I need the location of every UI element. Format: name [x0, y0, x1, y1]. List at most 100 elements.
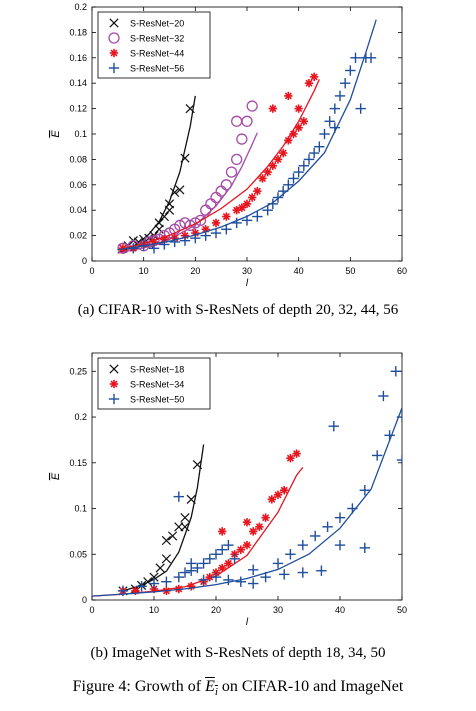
- a-legend-marker-3: [108, 62, 120, 74]
- a-ytick-label: 0.18: [69, 27, 87, 37]
- a-point-3: [169, 236, 180, 248]
- a-point-2: [289, 129, 298, 139]
- b-point-2: [260, 571, 271, 583]
- a-point-3: [308, 147, 320, 159]
- a-point-3: [252, 211, 263, 222]
- a-point-3: [314, 141, 325, 152]
- a-ytick-label: 0.04: [69, 205, 87, 215]
- a-point-3: [345, 65, 356, 76]
- b-point-2: [223, 539, 234, 551]
- a-point-3: [159, 239, 170, 250]
- a-ylabel: E: [50, 130, 62, 138]
- b-point-2: [198, 558, 209, 569]
- a-point-1: [189, 217, 201, 229]
- figure-caption-symbol-letter: E: [205, 678, 215, 695]
- b-point-1: [249, 527, 258, 536]
- a-point-3: [350, 52, 361, 63]
- a-ytick-label: 0.14: [69, 78, 87, 88]
- a-fit-curve-3: [117, 19, 377, 251]
- b-ytick-label: 0.25: [69, 366, 87, 376]
- figure-caption: Figure 4: Growth of Ei on CIFAR-10 and I…: [0, 678, 476, 698]
- caption-b: (b) ImageNet with S-ResNets of depth 18,…: [90, 645, 386, 661]
- a-point-1: [220, 179, 232, 191]
- b-legend-marker-0: [109, 364, 119, 374]
- a-point-3: [355, 103, 366, 114]
- b-point-2: [117, 585, 129, 597]
- a-point-2: [268, 104, 278, 113]
- a-point-2: [294, 123, 303, 132]
- b-point-0: [149, 572, 159, 582]
- a-point-3: [329, 122, 341, 133]
- b-point-1: [218, 563, 227, 573]
- b-point-0: [161, 535, 172, 546]
- b-point-2: [179, 567, 191, 578]
- b-point-2: [173, 491, 184, 502]
- a-point-3: [298, 160, 310, 171]
- b-point-1: [292, 449, 301, 458]
- b-point-2: [248, 564, 259, 576]
- b-point-1: [218, 527, 227, 536]
- a-point-3: [231, 217, 242, 229]
- b-ylabel: E: [50, 472, 62, 480]
- a-legend-marker-0: [109, 18, 119, 28]
- figure-caption-suffix: on CIFAR-10 and ImageNet: [217, 678, 404, 695]
- b-point-0: [143, 577, 153, 587]
- b-point-2: [359, 542, 370, 554]
- b-fit-curve-0: [122, 444, 205, 592]
- b-point-2: [297, 567, 308, 578]
- a-point-3: [128, 243, 139, 254]
- b-point-2: [310, 530, 321, 542]
- a-legend-box: [97, 11, 211, 79]
- b-xtick-label: 0: [89, 605, 94, 615]
- a-point-2: [284, 136, 293, 145]
- b-legend-marker-2: [108, 393, 120, 405]
- b-point-2: [173, 571, 184, 583]
- b-point-2: [390, 366, 401, 377]
- a-point-3: [334, 90, 346, 102]
- a-point-2: [294, 104, 303, 113]
- b-xtick-label: 20: [211, 605, 221, 615]
- a-fit-curve-2: [117, 79, 320, 251]
- b-point-1: [280, 486, 289, 495]
- b-point-2: [372, 450, 383, 461]
- b-point-1: [286, 454, 295, 463]
- a-point-2: [284, 91, 293, 101]
- a-point-3: [148, 243, 160, 254]
- b-point-2: [328, 420, 339, 432]
- b-point-2: [316, 565, 327, 576]
- a-point-3: [221, 224, 232, 235]
- b-legend-marker-1: [109, 379, 119, 389]
- b-point-0: [155, 563, 165, 573]
- a-point-3: [210, 227, 222, 239]
- b-point-2: [297, 539, 308, 551]
- a-point-1: [225, 166, 238, 178]
- a-point-3: [277, 185, 289, 197]
- b-point-1: [242, 540, 252, 550]
- a-ytick-label: 0.1: [74, 129, 87, 139]
- a-point-3: [293, 166, 304, 178]
- a-point-2: [309, 72, 319, 82]
- a-ytick-label: 0.16: [69, 53, 87, 63]
- a-point-2: [278, 148, 288, 158]
- b-point-2: [186, 558, 197, 569]
- a-point-3: [190, 232, 201, 244]
- a-ytick-label: 0.06: [69, 180, 87, 190]
- a-point-2: [253, 186, 262, 196]
- b-point-1: [261, 513, 270, 522]
- a-point-2: [242, 199, 252, 209]
- a-xlabel: l: [246, 278, 249, 289]
- a-point-0: [164, 199, 175, 209]
- a-point-1: [194, 214, 207, 227]
- b-point-2: [192, 562, 203, 574]
- figure-caption-prefix: Figure 4: Growth of: [72, 678, 206, 695]
- b-point-0: [161, 554, 172, 564]
- a-point-1: [231, 153, 243, 166]
- b-point-1: [224, 559, 233, 568]
- b-point-2: [347, 503, 358, 514]
- b-point-2: [378, 390, 389, 402]
- b-point-2: [248, 578, 259, 589]
- a-xtick-label: 20: [190, 266, 200, 276]
- a-point-3: [200, 230, 211, 241]
- a-point-3: [283, 179, 294, 190]
- b-point-2: [384, 430, 395, 441]
